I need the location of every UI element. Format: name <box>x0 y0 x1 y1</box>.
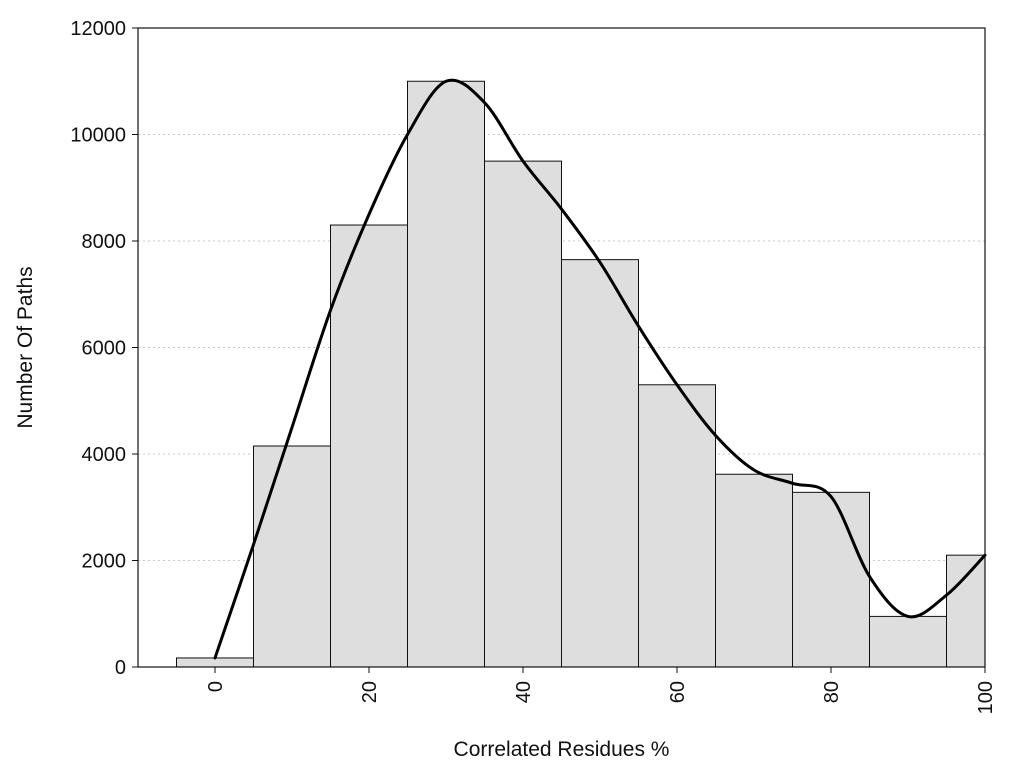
density-curve-group <box>213 78 987 660</box>
histogram-bar <box>330 224 408 668</box>
y-tick-label: 10000 <box>70 125 126 147</box>
x-tick-label: 20 <box>359 681 381 703</box>
histogram-bar <box>946 554 986 668</box>
y-axis-ticks: 0 2000 4000 6000 8000 10000 12000 <box>70 18 138 679</box>
x-axis-ticks: 0 20 40 60 80 100 <box>205 667 997 714</box>
density-curve <box>213 78 987 660</box>
y-tick-label: 2000 <box>82 551 127 573</box>
histogram-bar <box>638 384 716 668</box>
histogram-bar <box>792 491 870 668</box>
x-tick-label: 80 <box>821 681 843 703</box>
y-tick-label: 4000 <box>82 444 127 466</box>
x-tick-label: 100 <box>975 681 997 714</box>
histogram-bar <box>715 473 793 668</box>
x-axis-title: Correlated Residues % <box>454 738 670 761</box>
x-tick-label: 0 <box>205 681 227 692</box>
histogram-bar <box>253 445 331 668</box>
y-tick-label: 8000 <box>82 231 127 253</box>
x-tick-label: 60 <box>667 681 689 703</box>
x-tick-label: 40 <box>513 681 535 703</box>
y-tick-label: 0 <box>115 657 126 679</box>
histogram-bar <box>561 259 639 668</box>
histogram-bar <box>407 80 485 668</box>
y-axis-title: Number Of Paths <box>14 266 37 428</box>
histogram-bars <box>176 80 986 668</box>
histogram-bar <box>869 615 947 668</box>
y-tick-label: 12000 <box>70 18 126 40</box>
y-tick-label: 6000 <box>82 338 127 360</box>
histogram-bar <box>484 160 562 668</box>
